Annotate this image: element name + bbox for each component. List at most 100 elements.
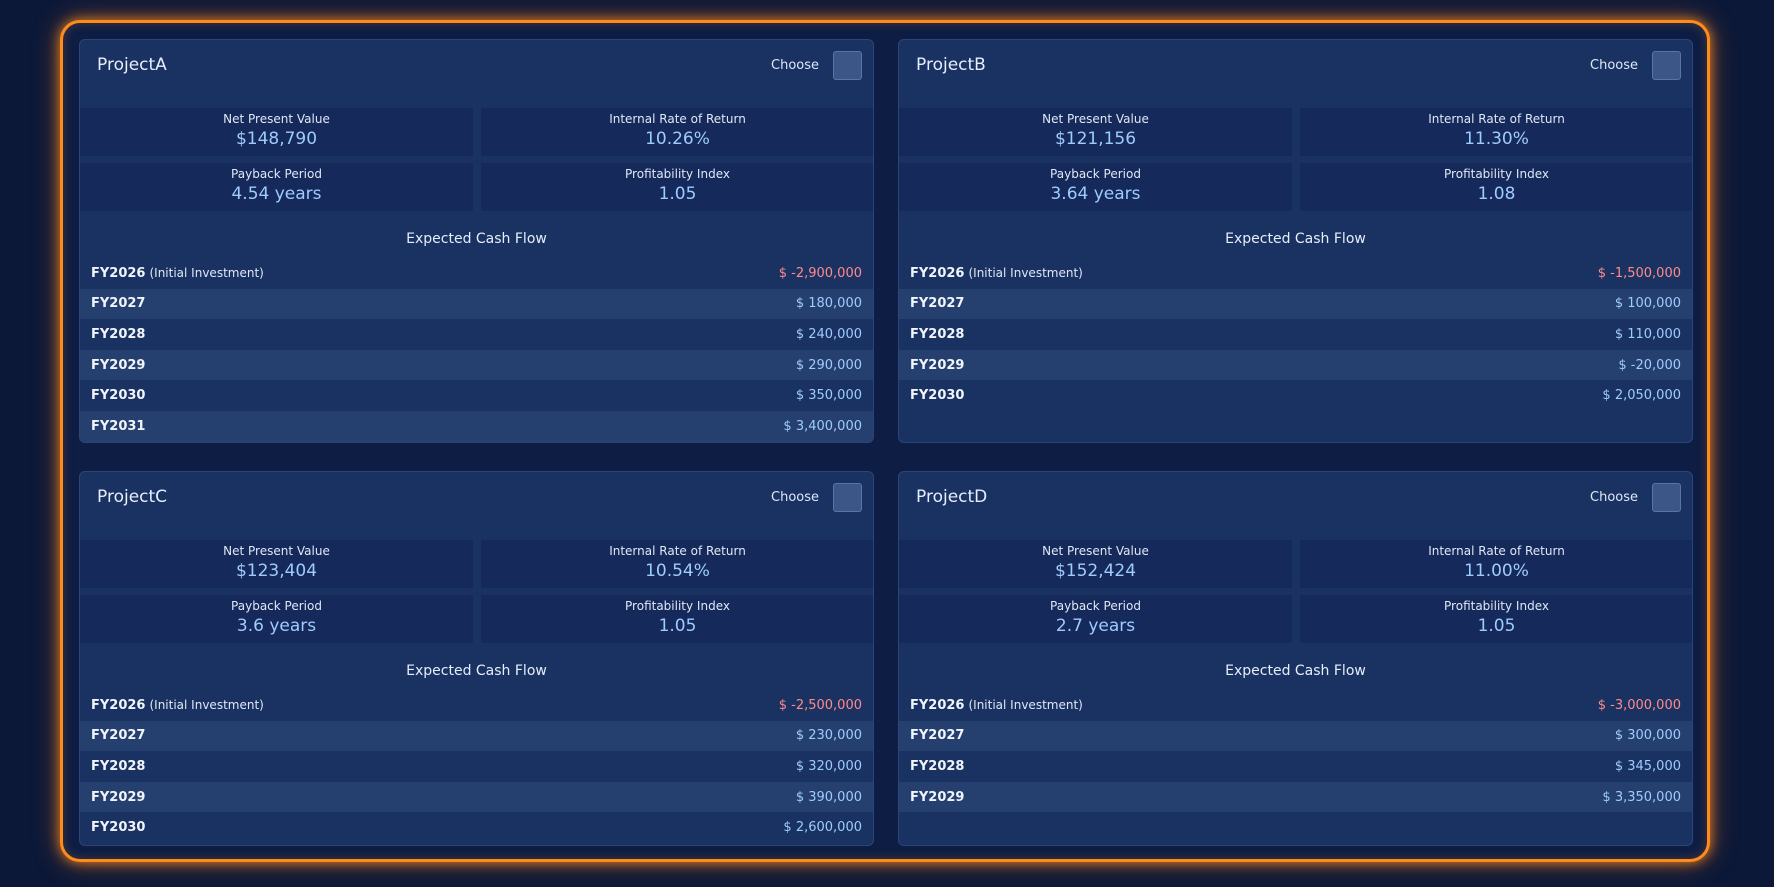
card-header: ProjectC Choose <box>80 472 873 540</box>
cash-flow-amount: $ -3,000,000 <box>1597 697 1681 713</box>
metrics-grid: Net Present Value $123,404 Internal Rate… <box>80 540 873 643</box>
cash-flow-row: FY2029 $ -20,000 <box>899 349 1692 381</box>
project-card-a: ProjectA Choose Net Present Value $148,7… <box>79 39 874 443</box>
npv-label: Net Present Value <box>223 544 330 558</box>
metrics-grid: Net Present Value $121,156 Internal Rate… <box>899 108 1692 211</box>
choose-label: Choose <box>1590 490 1638 505</box>
year-text: FY2026 <box>910 265 965 281</box>
cash-flow-amount: $ 350,000 <box>795 388 862 404</box>
cash-flow-amount: $ 100,000 <box>1614 296 1681 312</box>
choose-checkbox[interactable] <box>833 483 862 512</box>
pi-value: 1.08 <box>1477 184 1516 204</box>
pi-metric: Profitability Index 1.05 <box>481 163 873 211</box>
npv-metric: Net Present Value $121,156 <box>899 108 1292 156</box>
pi-value: 1.05 <box>658 184 697 204</box>
cash-flow-year: FY2030 <box>91 388 146 404</box>
cash-flow-amount: $ 345,000 <box>1614 758 1681 774</box>
cash-flow-amount: $ 110,000 <box>1614 326 1681 342</box>
choose-checkbox[interactable] <box>1652 483 1681 512</box>
cash-flow-amount: $ 390,000 <box>795 789 862 805</box>
cash-flow-year: FY2028 <box>910 326 965 342</box>
cash-flow-row: FY2026 (Initial Investment) $ -2,500,000 <box>80 690 873 721</box>
pi-label: Profitability Index <box>625 599 730 613</box>
card-header: ProjectD Choose <box>899 472 1692 540</box>
card-header: ProjectA Choose <box>80 40 873 108</box>
cash-flow-year: FY2028 <box>910 758 965 774</box>
pi-value: 1.05 <box>1477 616 1516 636</box>
npv-metric: Net Present Value $123,404 <box>80 540 473 588</box>
npv-value: $152,424 <box>1054 561 1137 581</box>
cash-flow-row: FY2026 (Initial Investment) $ -1,500,000 <box>899 258 1692 289</box>
cash-flow-amount: $ 230,000 <box>795 728 862 744</box>
cash-flow-amount: $ 300,000 <box>1614 728 1681 744</box>
cash-flow-list: FY2026 (Initial Investment) $ -1,500,000 … <box>899 258 1692 411</box>
cash-flow-amount: $ -20,000 <box>1618 357 1681 373</box>
cash-flow-row: FY2027 $ 230,000 <box>80 720 873 752</box>
pi-metric: Profitability Index 1.05 <box>481 595 873 643</box>
cash-flow-row: FY2030 $ 2,050,000 <box>899 380 1692 411</box>
cash-flow-title: Expected Cash Flow <box>1225 231 1366 247</box>
project-title: ProjectB <box>916 55 986 75</box>
cash-flow-row: FY2028 $ 345,000 <box>899 751 1692 782</box>
choose-checkbox[interactable] <box>833 51 862 80</box>
cash-flow-amount: $ 3,350,000 <box>1602 789 1681 805</box>
irr-value: 11.00% <box>1464 561 1529 581</box>
cash-flow-year: FY2028 <box>91 326 146 342</box>
npv-value: $123,404 <box>235 561 318 581</box>
cash-flow-row: FY2028 $ 320,000 <box>80 751 873 782</box>
cash-flow-row: FY2029 $ 3,350,000 <box>899 781 1692 813</box>
cash-flow-row: FY2030 $ 2,600,000 <box>80 812 873 843</box>
cash-flow-amount: $ -2,900,000 <box>778 265 862 281</box>
irr-label: Internal Rate of Return <box>609 544 746 558</box>
initial-investment-note: (Initial Investment) <box>968 697 1083 712</box>
cash-flow-year: FY2028 <box>91 758 146 774</box>
cash-flow-year: FY2027 <box>91 728 146 744</box>
payback-metric: Payback Period 4.54 years <box>80 163 473 211</box>
cash-flow-year: FY2030 <box>910 388 965 404</box>
cash-flow-year: FY2026 (Initial Investment) <box>910 698 1083 713</box>
metrics-grid: Net Present Value $148,790 Internal Rate… <box>80 108 873 211</box>
irr-value: 10.26% <box>645 129 710 149</box>
pi-label: Profitability Index <box>1444 167 1549 181</box>
cash-flow-year: FY2029 <box>91 789 146 805</box>
pi-value: 1.05 <box>658 616 697 636</box>
cash-flow-title: Expected Cash Flow <box>406 663 547 679</box>
npv-label: Net Present Value <box>1042 112 1149 126</box>
payback-label: Payback Period <box>1050 167 1141 181</box>
pi-label: Profitability Index <box>1444 599 1549 613</box>
payback-label: Payback Period <box>231 599 322 613</box>
project-card-b: ProjectB Choose Net Present Value $121,1… <box>898 39 1693 443</box>
cash-flow-year: FY2029 <box>910 357 965 373</box>
npv-metric: Net Present Value $152,424 <box>899 540 1292 588</box>
project-title: ProjectC <box>97 487 168 507</box>
irr-value: 10.54% <box>645 561 710 581</box>
year-text: FY2026 <box>91 697 146 713</box>
initial-investment-note: (Initial Investment) <box>149 697 264 712</box>
choose-label: Choose <box>771 58 819 73</box>
cash-flow-amount: $ 290,000 <box>795 357 862 373</box>
choose-checkbox[interactable] <box>1652 51 1681 80</box>
cash-flow-row: FY2027 $ 180,000 <box>80 288 873 320</box>
irr-metric: Internal Rate of Return 11.30% <box>1300 108 1692 156</box>
irr-label: Internal Rate of Return <box>1428 112 1565 126</box>
irr-value: 11.30% <box>1464 129 1529 149</box>
choose-label: Choose <box>771 490 819 505</box>
cash-flow-title: Expected Cash Flow <box>406 231 547 247</box>
pi-label: Profitability Index <box>625 167 730 181</box>
cash-flow-year: FY2027 <box>91 296 146 312</box>
project-title: ProjectD <box>916 487 988 507</box>
cash-flow-amount: $ 180,000 <box>795 296 862 312</box>
cash-flow-row: FY2026 (Initial Investment) $ -3,000,000 <box>899 690 1692 721</box>
year-text: FY2026 <box>910 697 965 713</box>
project-card-d: ProjectD Choose Net Present Value $152,4… <box>898 471 1693 846</box>
payback-label: Payback Period <box>1050 599 1141 613</box>
cash-flow-year: FY2026 (Initial Investment) <box>910 266 1083 281</box>
cash-flow-amount: $ 240,000 <box>795 326 862 342</box>
cash-flow-year: FY2027 <box>910 728 965 744</box>
payback-metric: Payback Period 3.64 years <box>899 163 1292 211</box>
initial-investment-note: (Initial Investment) <box>968 265 1083 280</box>
payback-label: Payback Period <box>231 167 322 181</box>
card-header: ProjectB Choose <box>899 40 1692 108</box>
cash-flow-row: FY2029 $ 290,000 <box>80 349 873 381</box>
npv-label: Net Present Value <box>223 112 330 126</box>
